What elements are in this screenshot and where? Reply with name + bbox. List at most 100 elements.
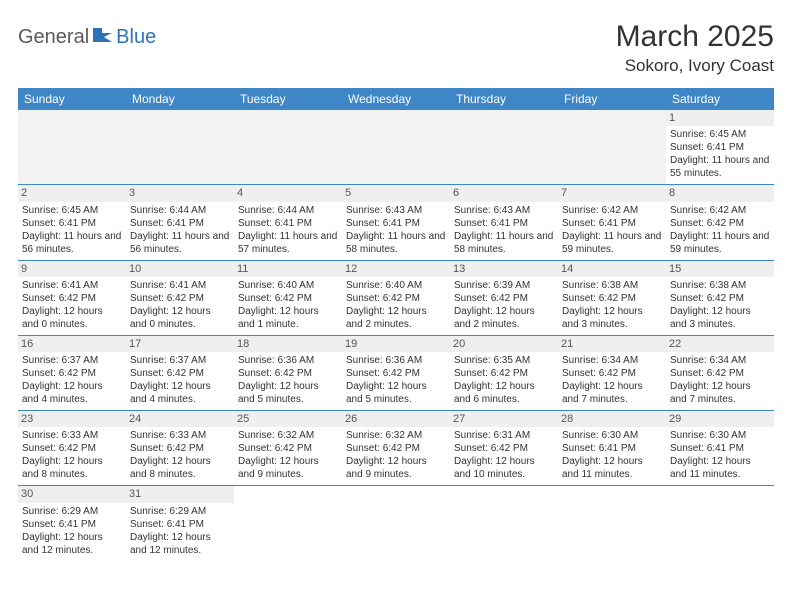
location: Sokoro, Ivory Coast bbox=[616, 56, 774, 76]
daylight-text: Daylight: 12 hours and 10 minutes. bbox=[454, 455, 554, 481]
title-block: March 2025 Sokoro, Ivory Coast bbox=[616, 20, 774, 76]
calendar-cell: 25Sunrise: 6:32 AMSunset: 6:42 PMDayligh… bbox=[234, 411, 342, 486]
sunset-text: Sunset: 6:42 PM bbox=[346, 442, 446, 455]
daylight-text: Daylight: 11 hours and 55 minutes. bbox=[670, 154, 770, 180]
sunrise-text: Sunrise: 6:30 AM bbox=[670, 429, 770, 442]
calendar-cell: 26Sunrise: 6:32 AMSunset: 6:42 PMDayligh… bbox=[342, 411, 450, 486]
daylight-text: Daylight: 11 hours and 56 minutes. bbox=[130, 230, 230, 256]
calendar-cell: 15Sunrise: 6:38 AMSunset: 6:42 PMDayligh… bbox=[666, 260, 774, 335]
sunrise-text: Sunrise: 6:34 AM bbox=[670, 354, 770, 367]
daylight-text: Daylight: 12 hours and 0 minutes. bbox=[22, 305, 122, 331]
calendar-row: 9Sunrise: 6:41 AMSunset: 6:42 PMDaylight… bbox=[18, 260, 774, 335]
daylight-text: Daylight: 12 hours and 8 minutes. bbox=[130, 455, 230, 481]
daylight-text: Daylight: 11 hours and 59 minutes. bbox=[562, 230, 662, 256]
sunrise-text: Sunrise: 6:44 AM bbox=[130, 204, 230, 217]
sunset-text: Sunset: 6:41 PM bbox=[130, 518, 230, 531]
day-number: 17 bbox=[126, 336, 234, 352]
weekday-header: Thursday bbox=[450, 88, 558, 110]
logo: General Blue bbox=[18, 26, 156, 49]
sunset-text: Sunset: 6:42 PM bbox=[238, 292, 338, 305]
calendar-cell bbox=[234, 486, 342, 561]
sunrise-text: Sunrise: 6:32 AM bbox=[346, 429, 446, 442]
daylight-text: Daylight: 12 hours and 12 minutes. bbox=[22, 531, 122, 557]
calendar-cell: 14Sunrise: 6:38 AMSunset: 6:42 PMDayligh… bbox=[558, 260, 666, 335]
sunset-text: Sunset: 6:41 PM bbox=[130, 217, 230, 230]
weekday-header-row: Sunday Monday Tuesday Wednesday Thursday… bbox=[18, 88, 774, 110]
sunrise-text: Sunrise: 6:45 AM bbox=[670, 128, 770, 141]
daylight-text: Daylight: 12 hours and 5 minutes. bbox=[238, 380, 338, 406]
daylight-text: Daylight: 12 hours and 7 minutes. bbox=[562, 380, 662, 406]
sunrise-text: Sunrise: 6:40 AM bbox=[346, 279, 446, 292]
sunset-text: Sunset: 6:41 PM bbox=[346, 217, 446, 230]
sunset-text: Sunset: 6:42 PM bbox=[670, 217, 770, 230]
sunrise-text: Sunrise: 6:33 AM bbox=[130, 429, 230, 442]
sunset-text: Sunset: 6:41 PM bbox=[670, 442, 770, 455]
calendar-cell: 5Sunrise: 6:43 AMSunset: 6:41 PMDaylight… bbox=[342, 185, 450, 260]
logo-text-general: General bbox=[18, 26, 89, 49]
sunrise-text: Sunrise: 6:44 AM bbox=[238, 204, 338, 217]
day-number: 14 bbox=[558, 261, 666, 277]
calendar-cell: 4 Sunrise: 6:44 AMSunset: 6:41 PMDaylight… bbox=[234, 185, 342, 260]
month-title: March 2025 bbox=[616, 20, 774, 54]
sunset-text: Sunset: 6:42 PM bbox=[562, 292, 662, 305]
sunrise-text: Sunrise: 6:43 AM bbox=[346, 204, 446, 217]
calendar-cell bbox=[342, 110, 450, 185]
sunrise-text: Sunrise: 6:37 AM bbox=[22, 354, 122, 367]
sunrise-text: Sunrise: 6:29 AM bbox=[130, 505, 230, 518]
header: General Blue March 2025 Sokoro, Ivory Co… bbox=[18, 20, 774, 76]
sunrise-text: Sunrise: 6:39 AM bbox=[454, 279, 554, 292]
daylight-text: Daylight: 12 hours and 0 minutes. bbox=[130, 305, 230, 331]
day-number: 16 bbox=[18, 336, 126, 352]
calendar-cell bbox=[666, 486, 774, 561]
sunset-text: Sunset: 6:41 PM bbox=[238, 217, 338, 230]
daylight-text: Daylight: 11 hours and 56 minutes. bbox=[22, 230, 122, 256]
calendar-cell: 7Sunrise: 6:42 AMSunset: 6:41 PMDaylight… bbox=[558, 185, 666, 260]
sunrise-text: Sunrise: 6:30 AM bbox=[562, 429, 662, 442]
calendar-cell: 3Sunrise: 6:44 AMSunset: 6:41 PMDaylight… bbox=[126, 185, 234, 260]
sunrise-text: Sunrise: 6:36 AM bbox=[238, 354, 338, 367]
sunset-text: Sunset: 6:41 PM bbox=[22, 518, 122, 531]
sunrise-text: Sunrise: 6:45 AM bbox=[22, 204, 122, 217]
calendar-cell: 9Sunrise: 6:41 AMSunset: 6:42 PMDaylight… bbox=[18, 260, 126, 335]
calendar-cell: 23Sunrise: 6:33 AMSunset: 6:42 PMDayligh… bbox=[18, 411, 126, 486]
sunset-text: Sunset: 6:41 PM bbox=[22, 217, 122, 230]
day-number: 29 bbox=[666, 411, 774, 427]
sunset-text: Sunset: 6:42 PM bbox=[670, 292, 770, 305]
calendar-cell: 22Sunrise: 6:34 AMSunset: 6:42 PMDayligh… bbox=[666, 335, 774, 410]
calendar-cell: 20Sunrise: 6:35 AMSunset: 6:42 PMDayligh… bbox=[450, 335, 558, 410]
calendar-cell: 27Sunrise: 6:31 AMSunset: 6:42 PMDayligh… bbox=[450, 411, 558, 486]
daylight-text: Daylight: 12 hours and 11 minutes. bbox=[670, 455, 770, 481]
calendar-cell: 8Sunrise: 6:42 AMSunset: 6:42 PMDaylight… bbox=[666, 185, 774, 260]
calendar-row: 1Sunrise: 6:45 AMSunset: 6:41 PMDaylight… bbox=[18, 110, 774, 185]
daylight-text: Daylight: 12 hours and 9 minutes. bbox=[346, 455, 446, 481]
day-number: 21 bbox=[558, 336, 666, 352]
day-number: 22 bbox=[666, 336, 774, 352]
logo-text-blue: Blue bbox=[116, 26, 156, 49]
calendar-cell: 12Sunrise: 6:40 AMSunset: 6:42 PMDayligh… bbox=[342, 260, 450, 335]
sunset-text: Sunset: 6:41 PM bbox=[562, 217, 662, 230]
daylight-text: Daylight: 12 hours and 2 minutes. bbox=[454, 305, 554, 331]
sunset-text: Sunset: 6:42 PM bbox=[22, 442, 122, 455]
sunset-text: Sunset: 6:42 PM bbox=[346, 292, 446, 305]
sunrise-text: Sunrise: 6:33 AM bbox=[22, 429, 122, 442]
sunset-text: Sunset: 6:42 PM bbox=[130, 442, 230, 455]
day-number: 31 bbox=[126, 486, 234, 502]
sunrise-text: Sunrise: 6:29 AM bbox=[22, 505, 122, 518]
calendar-cell: 24Sunrise: 6:33 AMSunset: 6:42 PMDayligh… bbox=[126, 411, 234, 486]
sunset-text: Sunset: 6:42 PM bbox=[22, 367, 122, 380]
day-number: 15 bbox=[666, 261, 774, 277]
calendar-cell: 11Sunrise: 6:40 AMSunset: 6:42 PMDayligh… bbox=[234, 260, 342, 335]
calendar-table: Sunday Monday Tuesday Wednesday Thursday… bbox=[18, 88, 774, 561]
day-number: 11 bbox=[234, 261, 342, 277]
calendar-cell: 31Sunrise: 6:29 AMSunset: 6:41 PMDayligh… bbox=[126, 486, 234, 561]
sunrise-text: Sunrise: 6:36 AM bbox=[346, 354, 446, 367]
day-number: 4 bbox=[234, 185, 342, 201]
daylight-text: Daylight: 12 hours and 4 minutes. bbox=[22, 380, 122, 406]
calendar-cell: 19Sunrise: 6:36 AMSunset: 6:42 PMDayligh… bbox=[342, 335, 450, 410]
daylight-text: Daylight: 11 hours and 57 minutes. bbox=[238, 230, 338, 256]
daylight-text: Daylight: 12 hours and 11 minutes. bbox=[562, 455, 662, 481]
sunset-text: Sunset: 6:41 PM bbox=[670, 141, 770, 154]
calendar-cell bbox=[450, 486, 558, 561]
logo-flag-icon bbox=[92, 27, 114, 43]
calendar-cell: 30Sunrise: 6:29 AMSunset: 6:41 PMDayligh… bbox=[18, 486, 126, 561]
